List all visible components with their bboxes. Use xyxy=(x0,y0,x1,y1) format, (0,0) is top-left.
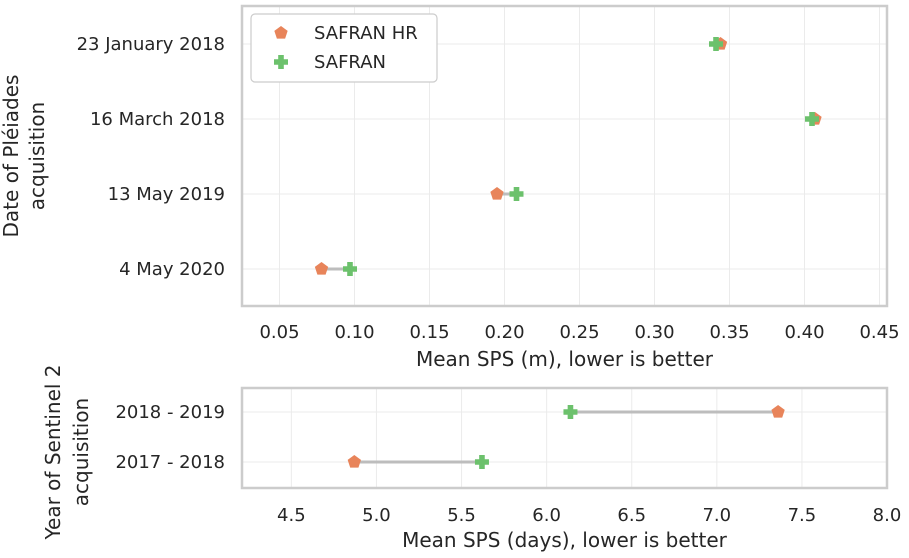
y-tick-label: 2017 - 2018 xyxy=(115,452,225,473)
x-axis-label: Mean SPS (m), lower is better xyxy=(416,347,714,371)
x-tick-label: 0.20 xyxy=(484,322,524,343)
x-tick-label: 7.0 xyxy=(702,505,731,526)
safran-hr-point xyxy=(490,187,504,200)
legend-label: SAFRAN xyxy=(314,52,386,73)
y-tick-label: 23 January 2018 xyxy=(77,34,225,55)
x-tick-label: 5.0 xyxy=(362,505,391,526)
x-tick-label: 5.5 xyxy=(447,505,476,526)
legend-box xyxy=(250,13,438,83)
x-axis-label: Mean SPS (days), lower is better xyxy=(402,528,728,552)
x-tick-label: 4.5 xyxy=(277,505,306,526)
safran-point xyxy=(509,187,524,201)
plot-frame xyxy=(240,386,889,490)
safran-point xyxy=(563,405,578,419)
x-tick-label: 6.5 xyxy=(617,505,646,526)
safran-point xyxy=(474,455,489,469)
x-tick-label: 0.10 xyxy=(334,322,374,343)
y-axis-label: Date of Pléiades xyxy=(0,75,23,238)
chart-panel-2: 4.5 5.0 5.5 6.0 6.5 7.0 7.5 8.0 2018 - 2019 2017 … xyxy=(41,364,901,552)
x-tick-label: 8.0 xyxy=(873,505,902,526)
x-tick-label: 0.45 xyxy=(859,322,899,343)
chart-panel-1: 0.05 0.10 0.15 0.20 0.25 0.30 0.35 0.40 0.45 23 J… xyxy=(0,4,900,371)
safran-point xyxy=(805,112,819,126)
y-axis-label: Year of Sentinel 2 xyxy=(41,364,65,540)
x-tick-label: 0.25 xyxy=(559,322,599,343)
legend-safran-hr-marker xyxy=(274,26,288,39)
plot-frame xyxy=(240,4,889,308)
safran-hr-point xyxy=(347,455,361,468)
legend: SAFRAN HR SAFRAN xyxy=(250,13,438,83)
x-tick-label: 0.05 xyxy=(259,322,299,343)
y-tick-label: 13 May 2019 xyxy=(108,184,225,205)
x-tick-label: 0.30 xyxy=(634,322,674,343)
safran-point xyxy=(709,37,723,51)
x-tick-label: 0.35 xyxy=(709,322,749,343)
y-tick-label: 2018 - 2019 xyxy=(115,402,225,423)
safran-point xyxy=(343,262,357,276)
x-tick-label: 7.5 xyxy=(788,505,817,526)
x-tick-label: 0.15 xyxy=(409,322,449,343)
safran-hr-point xyxy=(314,262,329,275)
y-axis-label: acquisition xyxy=(25,102,49,210)
legend-label: SAFRAN HR xyxy=(314,23,418,44)
x-tick-label: 0.40 xyxy=(784,322,824,343)
legend-safran-marker xyxy=(274,55,288,69)
y-tick-label: 4 May 2020 xyxy=(119,259,225,280)
safran-hr-point xyxy=(771,405,785,418)
y-axis-label: acquisition xyxy=(69,398,93,506)
y-tick-label: 16 March 2018 xyxy=(90,109,225,130)
x-tick-label: 6.0 xyxy=(532,505,561,526)
